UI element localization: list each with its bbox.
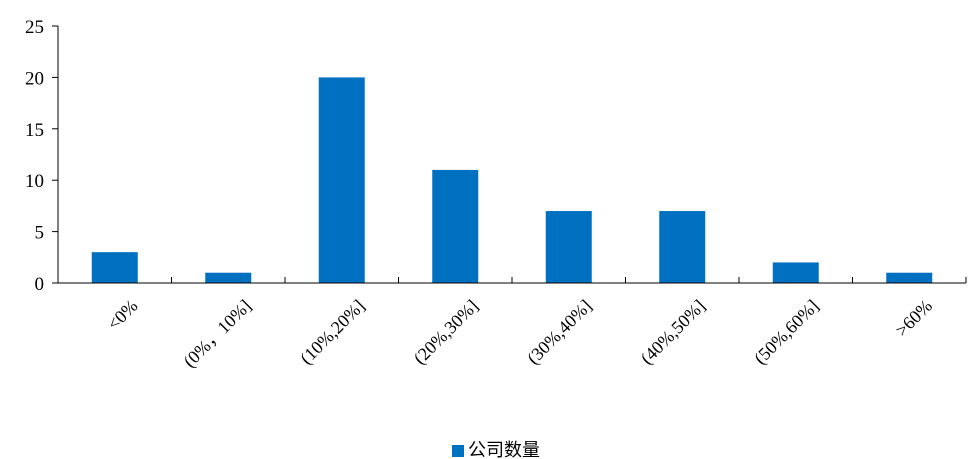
x-tick-label: <0% xyxy=(103,296,141,334)
x-axis: <0% (0%，10%] (10%,20%] (20%,30%] (30%,40%] (4… xyxy=(57,277,967,372)
x-tick-label: >60% xyxy=(891,296,936,341)
bar xyxy=(545,211,592,283)
bars xyxy=(91,77,933,284)
legend-swatch xyxy=(452,445,464,457)
x-tick-label: (0%，10%] xyxy=(179,296,255,372)
y-tick-label: 10 xyxy=(25,171,44,192)
bar xyxy=(205,272,252,283)
y-axis: 0 5 10 15 20 25 xyxy=(25,17,59,295)
bar xyxy=(886,272,933,283)
y-tick-label: 20 xyxy=(25,68,44,89)
x-tick-label: (40%,50%] xyxy=(637,296,710,369)
x-tick-label: (50%,60%] xyxy=(750,296,823,369)
x-tick-label: (30%,40%] xyxy=(523,296,596,369)
y-tick-label: 15 xyxy=(25,120,44,141)
x-tick-label: (20%,30%] xyxy=(410,296,483,369)
legend-label: 公司数量 xyxy=(468,440,540,459)
legend: 公司数量 xyxy=(452,440,540,459)
bar xyxy=(659,211,706,283)
y-tick-label: 0 xyxy=(35,274,45,295)
bar xyxy=(318,77,365,284)
y-tick-label: 5 xyxy=(35,223,45,244)
bar xyxy=(432,169,479,283)
bar xyxy=(772,262,819,283)
bar xyxy=(91,252,138,283)
y-tick-label: 25 xyxy=(25,17,44,38)
x-tick-label: (10%,20%] xyxy=(296,296,369,369)
